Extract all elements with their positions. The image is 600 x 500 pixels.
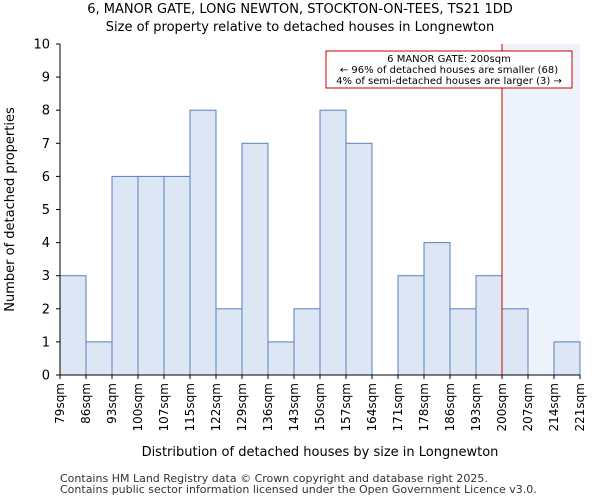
x-tick-label: 79sqm <box>53 383 67 424</box>
x-tick-label: 171sqm <box>391 383 405 431</box>
bar-214sqm <box>553 341 581 376</box>
bar-86sqm <box>85 341 113 376</box>
x-tick-label: 115sqm <box>183 383 197 431</box>
bar-171sqm <box>397 275 425 376</box>
bar-200sqm <box>501 308 529 376</box>
bar-178sqm <box>423 242 451 376</box>
y-tick-label: 8 <box>42 104 50 119</box>
y-tick-label: 2 <box>42 302 50 317</box>
bar-136sqm <box>267 341 295 376</box>
x-tick-label: 164sqm <box>365 383 379 431</box>
annotation-line-2: ← 96% of detached houses are smaller (68… <box>340 65 558 76</box>
x-axis-title: Distribution of detached houses by size … <box>142 445 499 460</box>
y-tick-label: 1 <box>42 335 50 350</box>
bar-193sqm <box>475 275 503 376</box>
x-tick-label: 214sqm <box>547 383 561 431</box>
x-tick-label: 221sqm <box>573 383 587 431</box>
annotation-box <box>325 50 573 89</box>
chart-subtitle: Size of property relative to detached ho… <box>105 20 495 35</box>
x-tick-label: 86sqm <box>79 383 93 424</box>
x-tick-label: 207sqm <box>521 383 535 431</box>
y-tick-label: 0 <box>42 369 50 384</box>
chart-title: 6, MANOR GATE, LONG NEWTON, STOCKTON-ON-… <box>87 2 513 17</box>
x-tick-label: 178sqm <box>417 383 431 431</box>
bar-107sqm <box>163 175 191 376</box>
y-tick-label: 3 <box>42 269 50 284</box>
x-tick-label: 150sqm <box>313 383 327 431</box>
y-tick-label: 9 <box>42 71 50 86</box>
x-tick-label: 100sqm <box>131 383 145 431</box>
licence-footer: Contains public sector information licen… <box>60 483 537 496</box>
x-tick-label: 136sqm <box>261 383 275 431</box>
bar-122sqm <box>215 308 243 376</box>
x-tick-label: 193sqm <box>469 383 483 431</box>
y-tick-label: 10 <box>33 38 50 53</box>
x-tick-label: 200sqm <box>495 383 509 431</box>
y-tick-label: 4 <box>42 236 50 251</box>
bar-115sqm <box>189 109 217 376</box>
x-tick-label: 157sqm <box>339 383 353 431</box>
y-tick-label: 7 <box>42 137 50 152</box>
y-axis-title: Number of detached properties <box>3 107 18 312</box>
bar-150sqm <box>319 109 347 376</box>
x-tick-label: 122sqm <box>209 383 223 431</box>
bar-157sqm <box>345 142 373 376</box>
bar-129sqm <box>241 142 269 376</box>
x-tick-label: 186sqm <box>443 383 457 431</box>
bar-79sqm <box>59 275 87 376</box>
annotation-line-1: 6 MANOR GATE: 200sqm <box>387 54 511 65</box>
x-tick-label: 93sqm <box>105 383 119 424</box>
bar-186sqm <box>449 308 477 376</box>
bar-93sqm <box>111 175 139 376</box>
y-tick-label: 6 <box>42 170 50 185</box>
annotation-line-3: 4% of semi-detached houses are larger (3… <box>336 76 562 87</box>
x-tick-label: 143sqm <box>287 383 301 431</box>
bar-143sqm <box>293 308 321 376</box>
bar-100sqm <box>137 175 165 376</box>
y-tick-label: 5 <box>42 203 50 218</box>
x-tick-label: 129sqm <box>235 383 249 431</box>
x-tick-label: 107sqm <box>157 383 171 431</box>
copyright-footer: Contains HM Land Registry data © Crown c… <box>60 472 488 485</box>
